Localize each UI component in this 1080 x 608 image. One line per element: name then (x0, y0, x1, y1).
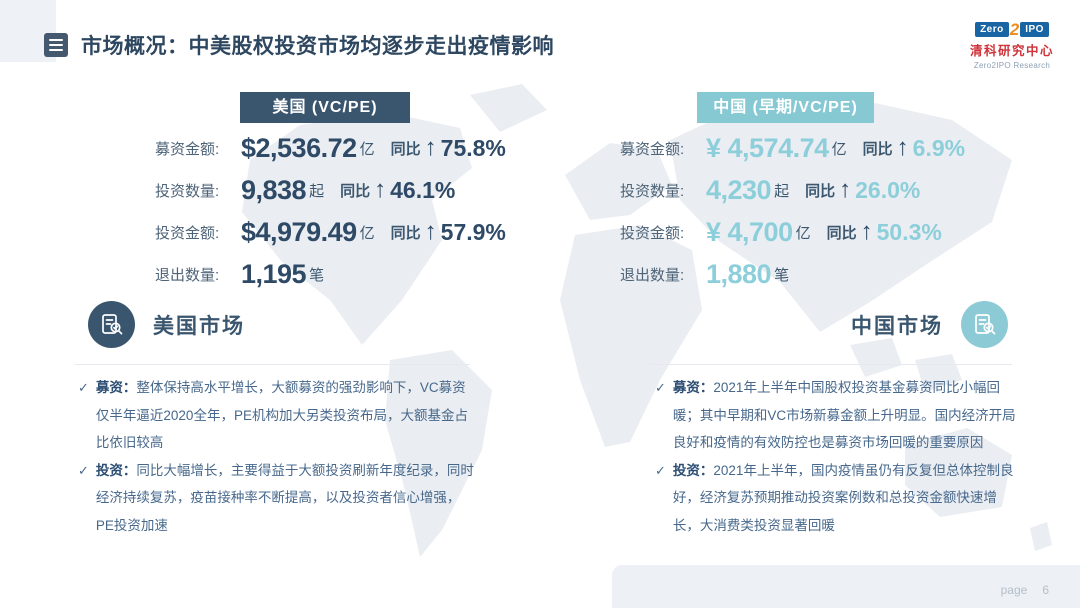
us-stat-deal-count: 投资数量: 9,838 起 同比 ↑ 46.1% (155, 174, 456, 205)
report-magnifier-icon (961, 301, 1008, 348)
up-arrow-icon: ↑ (424, 134, 437, 161)
bullet-text: 募资：2021年上半年中国股权投资基金募资同比小幅回暖；其中早期和VC市场新募金… (672, 380, 1016, 450)
china-bullet-investment: ✓ 投资：2021年上半年，国内疫情虽仍有反复但总体控制良好，经济复苏预期推动投… (655, 457, 1021, 540)
header: 市场概况：中美股权投资市场均逐步走出疫情影响 (44, 30, 554, 60)
china-stat-exit-count: 退出数量: 1,880 笔 (620, 258, 790, 289)
logo-ipo-box: IPO (1020, 22, 1049, 37)
page-number: 6 (1042, 583, 1049, 597)
logo-zero-box: Zero (975, 22, 1009, 37)
us-stat-fundraising: 募资金额: $2,536.72 亿 同比 ↑ 75.8% (155, 132, 506, 163)
china-column-header: 中国 (早期/VC/PE) (697, 92, 874, 123)
china-stats: 募资金额: ¥ 4,574.74 亿 同比 ↑ 6.9% 投资数量: 4,230… (620, 127, 965, 295)
report-magnifier-icon (88, 301, 135, 348)
footer-band (612, 565, 1080, 608)
check-icon: ✓ (78, 462, 89, 478)
page-title: 市场概况：中美股权投资市场均逐步走出疫情影响 (81, 35, 554, 58)
logo-chinese-name: 清科研究中心 (969, 44, 1054, 58)
up-arrow-icon: ↑ (424, 218, 437, 245)
logo-wordmark: Zero 2 IPO (957, 19, 1067, 39)
up-arrow-icon: ↑ (896, 134, 909, 161)
china-bullet-fundraising: ✓ 募资：2021年上半年中国股权投资基金募资同比小幅回暖；其中早期和VC市场新… (655, 374, 1021, 457)
page-label: page (1000, 583, 1028, 597)
page-indicator: page 6 (1001, 583, 1049, 597)
check-icon: ✓ (655, 380, 666, 395)
check-icon: ✓ (78, 380, 89, 395)
us-bullet-fundraising: ✓ 募资：整体保持高水平增长，大额募资的强劲影响下，VC募资仅半年逼近2020全… (78, 374, 476, 457)
china-stat-investment-amount: 投资金额: ¥ 4,700 亿 同比 ↑ 50.3% (620, 216, 942, 247)
us-stats: 募资金额: $2,536.72 亿 同比 ↑ 75.8% 投资数量: 9,838… (155, 127, 506, 295)
us-market-title: 美国市场 (153, 314, 245, 338)
china-market-title: 中国市场 (851, 314, 943, 338)
us-section-divider (75, 364, 470, 365)
us-stat-investment-amount: 投资金额: $4,979.49 亿 同比 ↑ 57.9% (155, 216, 506, 247)
china-bullets: ✓ 募资：2021年上半年中国股权投资基金募资同比小幅回暖；其中早期和VC市场新… (655, 374, 1021, 539)
up-arrow-icon: ↑ (860, 218, 873, 245)
list-icon (44, 33, 68, 57)
up-arrow-icon: ↑ (839, 176, 852, 203)
us-column-header: 美国 (VC/PE) (240, 92, 410, 123)
zero2ipo-logo: Zero 2 IPO 清科研究中心 Zero2IPO Research (957, 19, 1067, 71)
china-market-section-header: 中国市场 (851, 301, 1008, 348)
logo-english-name: Zero2IPO Research (973, 61, 1051, 70)
china-stat-fundraising: 募资金额: ¥ 4,574.74 亿 同比 ↑ 6.9% (620, 132, 966, 163)
us-bullet-investment: ✓ 投资：同比大幅增长，主要得益于大额投资刷新年度纪录，同时经济持续复苏，疫苗接… (78, 457, 476, 540)
check-icon: ✓ (655, 462, 666, 478)
up-arrow-icon: ↑ (374, 176, 387, 203)
logo-two: 2 (1009, 19, 1020, 39)
china-section-divider (650, 364, 1012, 365)
bullet-text: 募资：整体保持高水平增长，大额募资的强劲影响下，VC募资仅半年逼近2020全年，… (95, 380, 468, 450)
bullet-text: 投资：同比大幅增长，主要得益于大额投资刷新年度纪录，同时经济持续复苏，疫苗接种率… (95, 462, 474, 533)
bullet-text: 投资：2021年上半年，国内疫情虽仍有反复但总体控制良好，经济复苏预期推动投资案… (672, 462, 1014, 533)
china-stat-deal-count: 投资数量: 4,230 起 同比 ↑ 26.0% (620, 174, 921, 205)
us-market-section-header: 美国市场 (88, 301, 245, 348)
us-bullets: ✓ 募资：整体保持高水平增长，大额募资的强劲影响下，VC募资仅半年逼近2020全… (78, 374, 476, 539)
us-stat-exit-count: 退出数量: 1,195 笔 (155, 258, 325, 289)
